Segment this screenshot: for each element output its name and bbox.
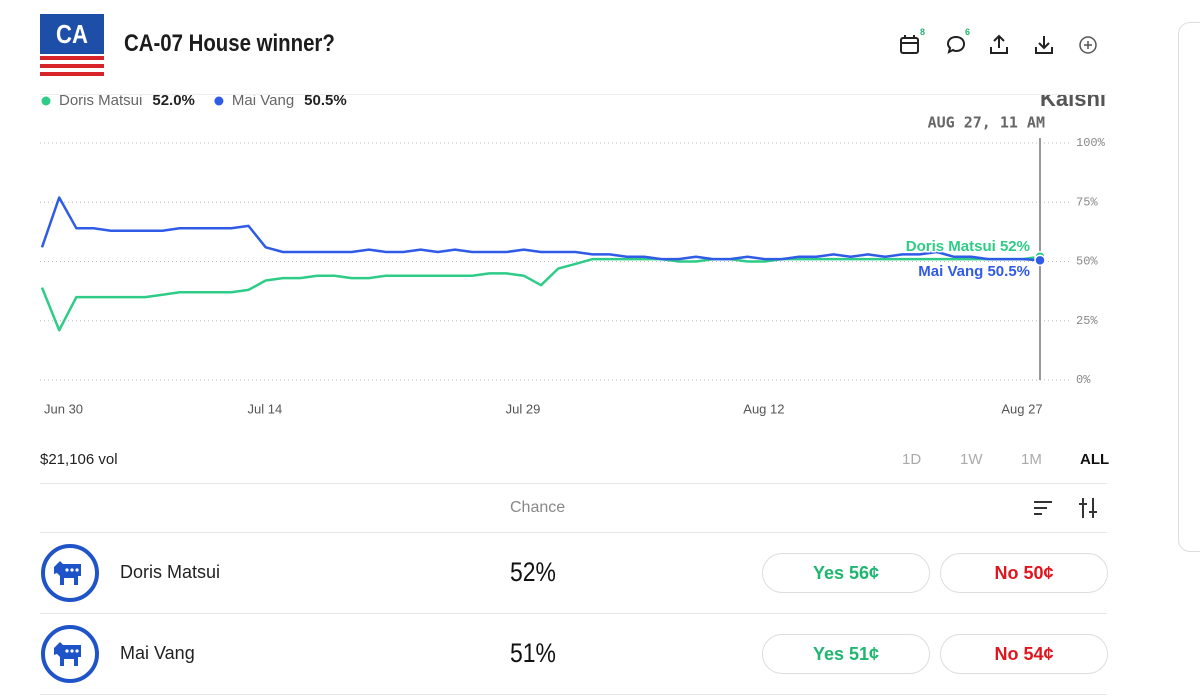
range-button[interactable]: 1M: [1021, 451, 1042, 468]
series-line: [40, 196, 1041, 262]
download-icon[interactable]: [1032, 33, 1056, 57]
calendar-icon[interactable]: [898, 33, 922, 57]
x-tick-label: Jul 29: [506, 401, 541, 416]
y-tick-label: 50%: [1076, 255, 1098, 269]
legend-mask: [0, 82, 1160, 93]
volume: $21,106 vol: [40, 451, 118, 468]
x-tick-label: Aug 27: [1001, 401, 1042, 416]
legend-value: 50.5%: [304, 92, 347, 109]
y-tick-label: 75%: [1076, 195, 1098, 209]
range-button[interactable]: ALL: [1080, 451, 1110, 468]
y-tick-label: 25%: [1076, 314, 1098, 328]
party-icon: [41, 544, 99, 602]
divider: [40, 483, 1107, 484]
y-tick-label: 100%: [1076, 136, 1106, 150]
comment-icon[interactable]: [944, 33, 968, 57]
x-tick-label: Jun 30: [44, 401, 83, 416]
buy-no-button[interactable]: No 50¢: [940, 553, 1108, 593]
state-badge: CA: [40, 14, 104, 76]
outcome-chance: 52%: [510, 557, 556, 587]
outcome-chance: 51%: [510, 638, 556, 668]
table-header: Chance: [510, 499, 566, 516]
hover-label: AUG 27, 11 AM: [928, 114, 1045, 132]
sidebar-card: [1178, 22, 1200, 552]
buy-no-button[interactable]: No 54¢: [940, 634, 1108, 674]
range-button[interactable]: 1D: [902, 451, 922, 468]
header-divider: [40, 94, 1107, 95]
end-label: Mai Vang 50.5%: [918, 263, 1030, 280]
range-button[interactable]: 1W: [960, 451, 983, 468]
calendar-count: 8: [920, 27, 926, 37]
y-tick-label: 0%: [1076, 373, 1091, 387]
market-title: CA-07 House winner?: [124, 30, 335, 57]
buy-yes-button[interactable]: Yes 56¢: [762, 553, 930, 593]
legend-name: Mai Vang: [232, 92, 294, 109]
outcome-name: Doris Matsui: [120, 562, 221, 582]
divider: [40, 613, 1107, 614]
legend-swatch: [214, 96, 224, 106]
divider: [40, 532, 1107, 533]
filter-icon[interactable]: [1078, 496, 1100, 520]
legend-swatch: [41, 96, 51, 106]
legend-value: 52.0%: [152, 92, 195, 109]
header-mask: [0, 0, 1160, 94]
series-line: [40, 255, 1041, 332]
x-tick-label: Jul 14: [248, 401, 283, 416]
divider: [40, 694, 1107, 695]
sort-icon[interactable]: [1032, 498, 1054, 518]
share-icon[interactable]: [987, 33, 1011, 57]
current-dot: [1034, 254, 1046, 267]
legend-name: Doris Matsui: [59, 92, 142, 109]
x-tick-label: Aug 12: [743, 401, 784, 416]
party-icon: [41, 625, 99, 683]
comment-count: 6: [965, 27, 971, 37]
buy-yes-button[interactable]: Yes 51¢: [762, 634, 930, 674]
badge-text: CA: [56, 20, 88, 49]
add-icon[interactable]: [1076, 33, 1100, 57]
outcome-name: Mai Vang: [120, 643, 195, 663]
end-label: Doris Matsui 52%: [906, 238, 1030, 255]
